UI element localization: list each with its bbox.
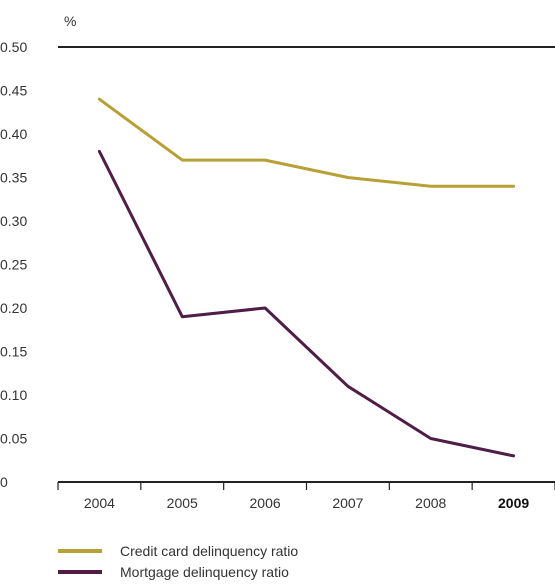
legend-swatch-credit-card: [58, 548, 102, 553]
y-tick-label: 0.05: [0, 431, 27, 447]
legend-swatch-mortgage: [58, 569, 102, 574]
legend-label-mortgage: Mortgage delinquency ratio: [120, 563, 289, 580]
line-chart: % 00.050.100.150.200.250.300.350.400.450…: [0, 13, 555, 511]
y-tick-label: 0.15: [0, 344, 27, 360]
x-axis: 2004 2005 2006 2007 2008 2009: [57, 481, 555, 511]
y-tick-label: 0.45: [0, 83, 27, 99]
legend-item-mortgage: Mortgage delinquency ratio: [58, 561, 298, 582]
y-tick-label: 0.20: [0, 300, 27, 316]
y-tick-label: 0.40: [0, 126, 27, 142]
legend-item-credit-card: Credit card delinquency ratio: [58, 540, 298, 561]
legend-label-credit-card: Credit card delinquency ratio: [120, 542, 299, 559]
series-line-mortgage: [97, 149, 516, 458]
x-tick-label: 2004: [84, 495, 115, 511]
y-tick-label: 0.25: [0, 257, 27, 273]
series-lines: [97, 97, 516, 458]
y-tick-label: 0.50: [0, 39, 27, 55]
x-tick-label: 2007: [332, 495, 363, 511]
y-tick-label: 0: [0, 474, 8, 490]
x-tick-label: 2008: [415, 495, 446, 511]
y-axis-ticks: 0 0.05 0.10 0.15 0.20 0.25 0.30 0.35 0.40 0.45 0.5…: [0, 39, 555, 490]
y-tick-label: 0.10: [0, 387, 27, 403]
x-tick-label: 2005: [167, 495, 198, 511]
legend: Credit card delinquency ratio Mortgage d…: [58, 540, 298, 582]
y-tick-label: 0.35: [0, 170, 27, 186]
x-tick-label: 2009: [498, 495, 529, 511]
series-line-credit-card: [97, 97, 516, 188]
x-tick-label: 2006: [250, 495, 281, 511]
y-tick-label: 0.30: [0, 213, 27, 229]
y-axis-unit-label: %: [64, 13, 76, 29]
